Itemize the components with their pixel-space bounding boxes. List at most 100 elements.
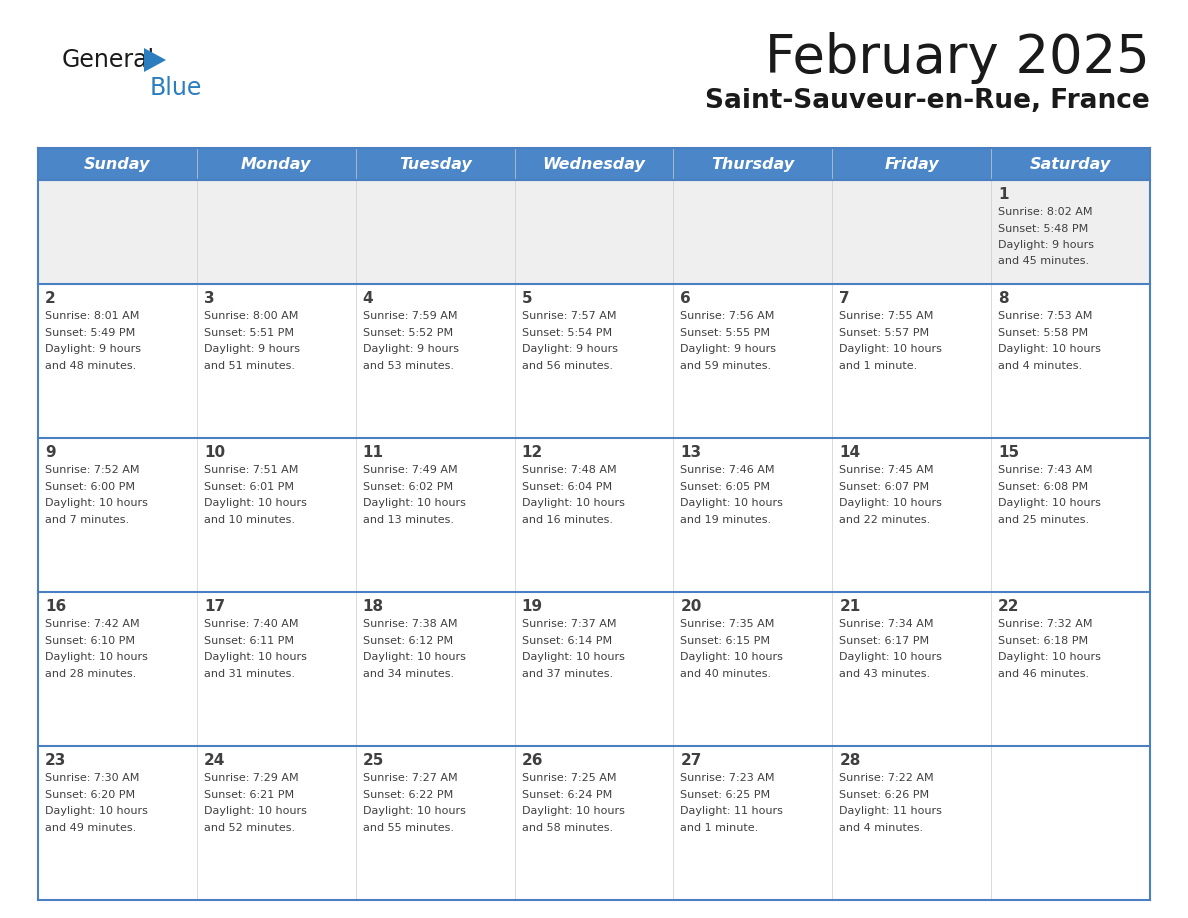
Text: Daylight: 9 hours: Daylight: 9 hours [998, 240, 1094, 250]
Text: 22: 22 [998, 599, 1019, 614]
Bar [355, 746, 514, 900]
Text: Sunrise: 7:40 AM: Sunrise: 7:40 AM [204, 620, 298, 629]
Bar [991, 180, 1150, 285]
Bar [355, 285, 514, 438]
Text: Sunset: 6:08 PM: Sunset: 6:08 PM [998, 482, 1088, 492]
Text: Thursday: Thursday [712, 156, 795, 172]
Bar [514, 746, 674, 900]
Text: Sunset: 5:54 PM: Sunset: 5:54 PM [522, 328, 612, 338]
Text: Daylight: 10 hours: Daylight: 10 hours [362, 498, 466, 509]
Text: and 49 minutes.: and 49 minutes. [45, 823, 137, 833]
Text: Daylight: 10 hours: Daylight: 10 hours [998, 652, 1101, 662]
Bar [197, 592, 355, 746]
Text: Tuesday: Tuesday [399, 156, 472, 172]
Text: Sunset: 6:04 PM: Sunset: 6:04 PM [522, 482, 612, 492]
Text: Sunset: 6:15 PM: Sunset: 6:15 PM [681, 635, 771, 645]
Text: Sunset: 6:25 PM: Sunset: 6:25 PM [681, 789, 771, 800]
Bar [833, 180, 991, 285]
Text: Sunset: 6:01 PM: Sunset: 6:01 PM [204, 482, 293, 492]
Bar [38, 285, 197, 438]
Text: Daylight: 10 hours: Daylight: 10 hours [45, 498, 147, 509]
Bar [355, 148, 514, 180]
Text: Sunrise: 8:00 AM: Sunrise: 8:00 AM [204, 311, 298, 321]
Text: and 43 minutes.: and 43 minutes. [839, 668, 930, 678]
Text: Sunset: 6:11 PM: Sunset: 6:11 PM [204, 635, 293, 645]
Text: Sunrise: 7:22 AM: Sunrise: 7:22 AM [839, 773, 934, 783]
Text: Daylight: 10 hours: Daylight: 10 hours [681, 652, 783, 662]
Text: Sunset: 6:26 PM: Sunset: 6:26 PM [839, 789, 929, 800]
Text: Sunrise: 7:46 AM: Sunrise: 7:46 AM [681, 465, 775, 476]
Text: Sunset: 5:57 PM: Sunset: 5:57 PM [839, 328, 929, 338]
Text: 15: 15 [998, 445, 1019, 460]
Text: Daylight: 10 hours: Daylight: 10 hours [522, 498, 625, 509]
Text: Sunset: 5:49 PM: Sunset: 5:49 PM [45, 328, 135, 338]
Bar [514, 285, 674, 438]
Text: 25: 25 [362, 753, 384, 768]
Text: Sunday: Sunday [84, 156, 151, 172]
Text: and 58 minutes.: and 58 minutes. [522, 823, 613, 833]
Text: Sunrise: 7:35 AM: Sunrise: 7:35 AM [681, 620, 775, 629]
Text: 5: 5 [522, 291, 532, 307]
Text: Wednesday: Wednesday [543, 156, 645, 172]
Text: Sunrise: 7:49 AM: Sunrise: 7:49 AM [362, 465, 457, 476]
Text: Sunrise: 8:01 AM: Sunrise: 8:01 AM [45, 311, 139, 321]
Text: Sunrise: 7:42 AM: Sunrise: 7:42 AM [45, 620, 140, 629]
Text: 26: 26 [522, 753, 543, 768]
Polygon shape [144, 48, 166, 72]
Text: Sunrise: 7:53 AM: Sunrise: 7:53 AM [998, 311, 1093, 321]
Text: Sunset: 6:24 PM: Sunset: 6:24 PM [522, 789, 612, 800]
Bar [197, 285, 355, 438]
Text: 16: 16 [45, 599, 67, 614]
Text: 17: 17 [204, 599, 225, 614]
Text: 7: 7 [839, 291, 849, 307]
Text: Sunrise: 7:56 AM: Sunrise: 7:56 AM [681, 311, 775, 321]
Bar [991, 285, 1150, 438]
Text: and 19 minutes.: and 19 minutes. [681, 515, 771, 525]
Bar [833, 438, 991, 592]
Text: and 1 minute.: and 1 minute. [839, 361, 917, 371]
Text: and 59 minutes.: and 59 minutes. [681, 361, 771, 371]
Bar [38, 180, 197, 285]
Bar [514, 180, 674, 285]
Text: 13: 13 [681, 445, 702, 460]
Text: Sunset: 6:00 PM: Sunset: 6:00 PM [45, 482, 135, 492]
Text: Sunrise: 7:43 AM: Sunrise: 7:43 AM [998, 465, 1093, 476]
Text: Daylight: 9 hours: Daylight: 9 hours [681, 344, 777, 354]
Text: and 22 minutes.: and 22 minutes. [839, 515, 930, 525]
Bar [674, 180, 833, 285]
Text: Sunset: 6:07 PM: Sunset: 6:07 PM [839, 482, 929, 492]
Text: 20: 20 [681, 599, 702, 614]
Text: Friday: Friday [884, 156, 939, 172]
Bar [991, 148, 1150, 180]
Bar [38, 592, 197, 746]
Text: Sunset: 5:52 PM: Sunset: 5:52 PM [362, 328, 453, 338]
Text: Daylight: 10 hours: Daylight: 10 hours [45, 652, 147, 662]
Text: 12: 12 [522, 445, 543, 460]
Bar [833, 746, 991, 900]
Text: Daylight: 10 hours: Daylight: 10 hours [522, 652, 625, 662]
Text: 24: 24 [204, 753, 226, 768]
Text: Daylight: 10 hours: Daylight: 10 hours [362, 806, 466, 816]
Bar [38, 438, 197, 592]
Text: 19: 19 [522, 599, 543, 614]
Text: Daylight: 10 hours: Daylight: 10 hours [362, 652, 466, 662]
Bar [355, 438, 514, 592]
Text: Sunrise: 7:23 AM: Sunrise: 7:23 AM [681, 773, 775, 783]
Text: Daylight: 9 hours: Daylight: 9 hours [522, 344, 618, 354]
Text: Sunrise: 7:45 AM: Sunrise: 7:45 AM [839, 465, 934, 476]
Text: Sunset: 6:21 PM: Sunset: 6:21 PM [204, 789, 293, 800]
Text: Saint-Sauveur-en-Rue, France: Saint-Sauveur-en-Rue, France [706, 88, 1150, 114]
Text: Daylight: 11 hours: Daylight: 11 hours [681, 806, 783, 816]
Text: Sunrise: 7:52 AM: Sunrise: 7:52 AM [45, 465, 139, 476]
Text: Monday: Monday [241, 156, 311, 172]
Text: Daylight: 10 hours: Daylight: 10 hours [998, 344, 1101, 354]
Text: and 13 minutes.: and 13 minutes. [362, 515, 454, 525]
Text: and 45 minutes.: and 45 minutes. [998, 256, 1089, 266]
Text: Daylight: 10 hours: Daylight: 10 hours [681, 498, 783, 509]
Text: and 25 minutes.: and 25 minutes. [998, 515, 1089, 525]
Text: Daylight: 10 hours: Daylight: 10 hours [204, 806, 307, 816]
Text: Sunrise: 7:48 AM: Sunrise: 7:48 AM [522, 465, 617, 476]
Text: 23: 23 [45, 753, 67, 768]
Text: 10: 10 [204, 445, 225, 460]
Text: and 53 minutes.: and 53 minutes. [362, 361, 454, 371]
